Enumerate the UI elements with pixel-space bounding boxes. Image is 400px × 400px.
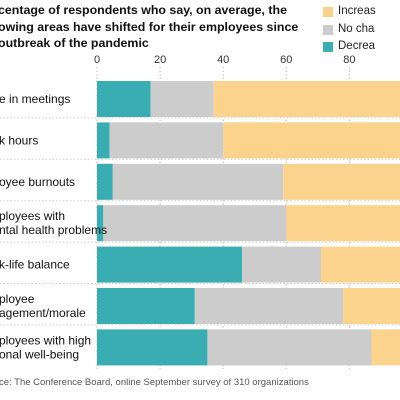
bar-segment-increase [286, 205, 400, 242]
bar-segment-decrease [97, 122, 110, 159]
bar-segment-increase [371, 329, 400, 366]
category-label: oyee burnouts [0, 175, 75, 189]
bar-segment-decrease [97, 81, 151, 117]
bar-segment-decrease [97, 329, 208, 366]
bar-segment-decrease [97, 163, 113, 200]
bar-segment-no-change [150, 81, 214, 117]
bar-segment-no-change [103, 205, 287, 242]
category-label: ployees with [0, 209, 65, 223]
bar-segment-decrease [97, 205, 104, 242]
category-label: k-life balance [0, 258, 70, 272]
legend-label: No cha [338, 22, 375, 35]
category-label: ployee [0, 292, 35, 306]
legend-swatch [323, 7, 333, 17]
x-tick-label: 40 [217, 54, 229, 66]
legend-label: Decrea [338, 40, 376, 52]
bar-segment-increase [343, 288, 400, 324]
legend-swatch [323, 42, 333, 52]
category-label: k hours [0, 133, 38, 147]
category-label: e in meetings [0, 92, 70, 106]
x-tick-label: 80 [343, 54, 355, 66]
chart-title: centage of respondents who say, on avera… [0, 2, 298, 52]
category-label: agement/morale [0, 306, 86, 320]
title-line-3: outbreak of the pandemic [0, 36, 149, 50]
source-note: ce: The Conference Board, online Septemb… [0, 377, 309, 388]
bar-segment-increase [283, 163, 400, 200]
x-tick-label: 20 [154, 54, 166, 66]
bar-segment-increase [321, 246, 400, 283]
bar-segment-decrease [97, 246, 243, 283]
bar-segment-no-change [194, 288, 344, 324]
x-tick-label: 0 [94, 54, 100, 66]
bar-segment-no-change [109, 122, 224, 159]
category-label: onal well-being [0, 347, 79, 361]
bar-segment-increase [213, 81, 400, 117]
category-label: ntal health problems [0, 223, 107, 237]
bar-segment-decrease [97, 288, 195, 324]
title-line-2: owing areas have shifted for their emplo… [0, 19, 299, 34]
x-tick-label: 60 [280, 54, 292, 66]
legend-swatch [323, 24, 333, 35]
title-line-1: centage of respondents who say, on avera… [0, 3, 287, 17]
bar-segment-increase [223, 122, 400, 159]
category-label: ployees with high [0, 333, 91, 347]
bar-segment-no-change [112, 163, 284, 200]
legend-label: Increas [338, 5, 376, 17]
bar-segment-no-change [207, 329, 372, 366]
bar-segment-no-change [242, 246, 322, 283]
